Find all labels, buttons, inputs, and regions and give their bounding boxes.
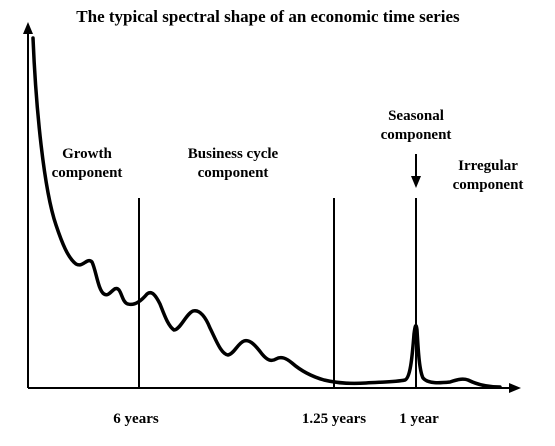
tick-label-1-year: 1 year	[399, 411, 439, 427]
tick-label-6-years: 6 years	[113, 411, 159, 427]
growth-label-line1: Growth	[62, 146, 112, 162]
spectrum-curve	[31, 36, 502, 389]
irregular-label-line2: component	[453, 177, 524, 193]
tick-label-1-25-years: 1.25 years	[302, 411, 366, 427]
growth-label-line2: component	[52, 165, 123, 181]
irregular-label-line1: Irregular	[458, 158, 518, 174]
y-axis-arrowhead	[23, 22, 33, 34]
x-axis-arrowhead	[509, 383, 521, 393]
business-cycle-label-line2: component	[198, 165, 269, 181]
seasonal-label-line1: Seasonal	[388, 108, 444, 124]
business-cycle-label-line1: Business cycle	[188, 146, 279, 162]
seasonal-label-line2: component	[381, 127, 452, 143]
diagram-title: The typical spectral shape of an economi…	[76, 7, 460, 26]
seasonal-arrow-head	[411, 176, 421, 188]
